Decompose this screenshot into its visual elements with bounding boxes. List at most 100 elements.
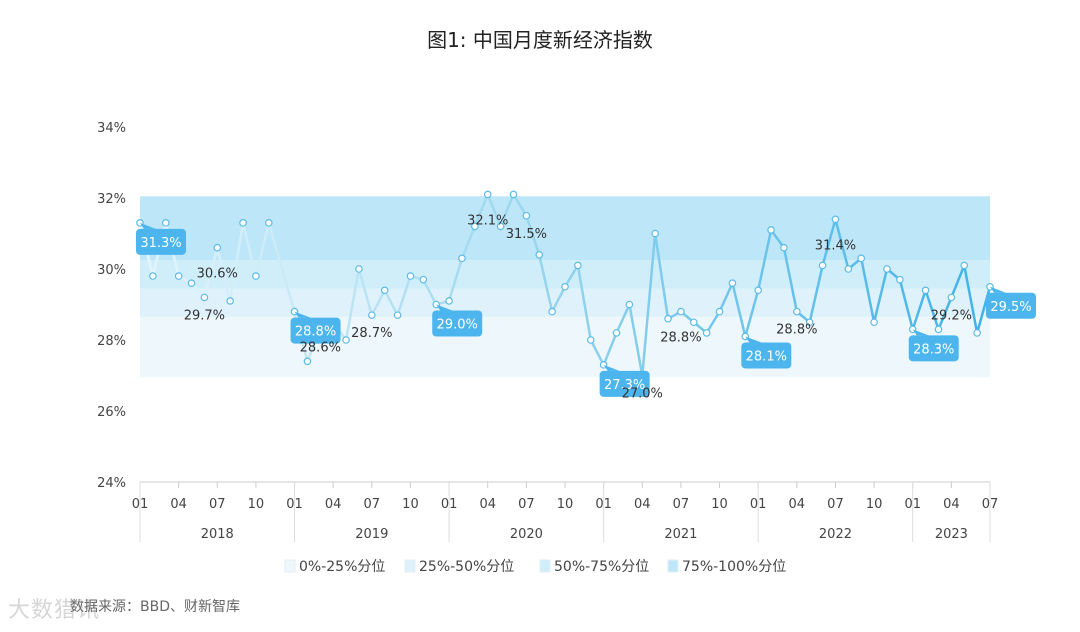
- data-point: [149, 272, 157, 280]
- data-point: [870, 318, 878, 327]
- data-label: 29.7%: [184, 308, 225, 323]
- year-label: 2018: [201, 527, 234, 542]
- chart-title: 图1: 中国月度新经济指数: [427, 28, 653, 52]
- data-point: [574, 261, 582, 270]
- callout-text: 29.5%: [990, 300, 1031, 315]
- data-point: [548, 307, 556, 316]
- callout-box: [741, 342, 792, 369]
- x-tick-label: 04: [170, 497, 187, 512]
- callout-pointer: [294, 311, 311, 318]
- data-point: [174, 272, 183, 280]
- legend-swatch: [667, 559, 679, 573]
- data-point: [393, 311, 402, 319]
- data-point: [754, 286, 762, 295]
- data-label: 28.6%: [300, 340, 341, 355]
- data-point: [612, 329, 621, 337]
- data-point: [483, 190, 492, 199]
- data-point: [934, 325, 943, 334]
- callout-text: 28.8%: [295, 325, 336, 340]
- watermark-logo: 大数猎讯: [8, 598, 101, 623]
- data-label: 29.2%: [931, 308, 972, 323]
- legend-swatch: [539, 559, 551, 573]
- callout-label: 31.3%: [136, 222, 186, 255]
- data-label: 31.4%: [815, 238, 856, 253]
- callout-label: 28.3%: [908, 329, 959, 362]
- data-point: [780, 243, 788, 252]
- data-point: [960, 261, 969, 270]
- y-tick-label: 28%: [97, 334, 126, 349]
- x-tick-label: 04: [479, 497, 496, 512]
- x-tick-label: 07: [364, 497, 381, 512]
- callout-pointer: [603, 364, 620, 371]
- data-point: [767, 226, 775, 234]
- quantile-band: [140, 196, 990, 261]
- x-tick-label: 04: [789, 497, 806, 512]
- y-tick-label: 24%: [97, 476, 126, 491]
- data-point: [664, 314, 672, 323]
- data-label: 28.8%: [660, 331, 701, 346]
- legend-label: 75%-100%分位: [682, 559, 786, 575]
- data-point: [509, 190, 518, 199]
- y-tick-label: 34%: [97, 121, 126, 136]
- data-point: [973, 329, 981, 337]
- data-point: [561, 282, 569, 291]
- y-axis: 24% 26% 28% 30% 32% 34%: [97, 121, 126, 491]
- y-tick-label: 30%: [97, 263, 126, 278]
- data-point: [226, 297, 234, 305]
- data-point: [522, 211, 531, 220]
- x-tick-label: 10: [711, 497, 728, 512]
- x-tick-label: 10: [557, 497, 574, 512]
- legend-swatch: [284, 559, 296, 573]
- y-tick-label: 32%: [97, 192, 126, 207]
- callout-box: [290, 317, 341, 344]
- legend: 0%-25%分位 25%-50%分位 50%-75%分位 75%-100%分位: [284, 559, 786, 575]
- data-label: 28.8%: [776, 323, 817, 338]
- data-point: [239, 219, 247, 227]
- source-note: 数据来源：BBD、财新智库: [70, 599, 240, 615]
- data-label: 30.6%: [197, 267, 238, 282]
- callout-box: [908, 335, 959, 362]
- data-point: [368, 311, 376, 319]
- callout-label: 29.5%: [986, 286, 1036, 319]
- data-point: [831, 215, 840, 224]
- legend-item: 0%-25%分位: [284, 559, 385, 575]
- data-point: [651, 229, 659, 238]
- data-point: [161, 219, 170, 227]
- data-point: [728, 279, 737, 288]
- legend-swatch: [404, 559, 416, 573]
- data-point: [677, 307, 685, 316]
- data-point: [213, 243, 222, 252]
- data-point: [458, 254, 466, 263]
- callout-box: [136, 228, 186, 255]
- callout-box: [986, 292, 1036, 319]
- data-labels: 31.3%29.7%30.6%28.8%28.6%28.7%29.0%32.1%…: [136, 213, 1036, 402]
- data-point: [805, 318, 814, 327]
- data-label: 28.7%: [351, 326, 392, 341]
- year-label: 2020: [510, 527, 543, 542]
- data-point: [818, 261, 827, 270]
- data-point: [471, 222, 479, 231]
- callout-label: 28.8%: [290, 311, 341, 344]
- series-layer: [136, 190, 994, 380]
- callout-pointer: [745, 336, 762, 343]
- x-tick-label: 07: [827, 497, 844, 512]
- data-point: [896, 275, 904, 284]
- data-point: [857, 254, 866, 263]
- legend-label: 0%-25%分位: [299, 559, 385, 575]
- x-tick-label: 10: [402, 497, 419, 512]
- x-tick-label: 04: [634, 497, 651, 512]
- callout-label: 27.3%: [599, 364, 650, 397]
- data-point: [702, 329, 711, 337]
- data-point: [419, 275, 428, 284]
- data-point: [406, 272, 415, 280]
- data-point: [793, 307, 801, 316]
- y-tick-label: 26%: [97, 405, 126, 420]
- x-tick-label: 04: [325, 497, 342, 512]
- data-label: 32.1%: [467, 213, 508, 228]
- x-tick-label: 04: [943, 497, 960, 512]
- data-point: [535, 251, 544, 259]
- year-label: 2022: [819, 527, 852, 542]
- year-label: 2021: [664, 527, 697, 542]
- data-point: [380, 286, 389, 295]
